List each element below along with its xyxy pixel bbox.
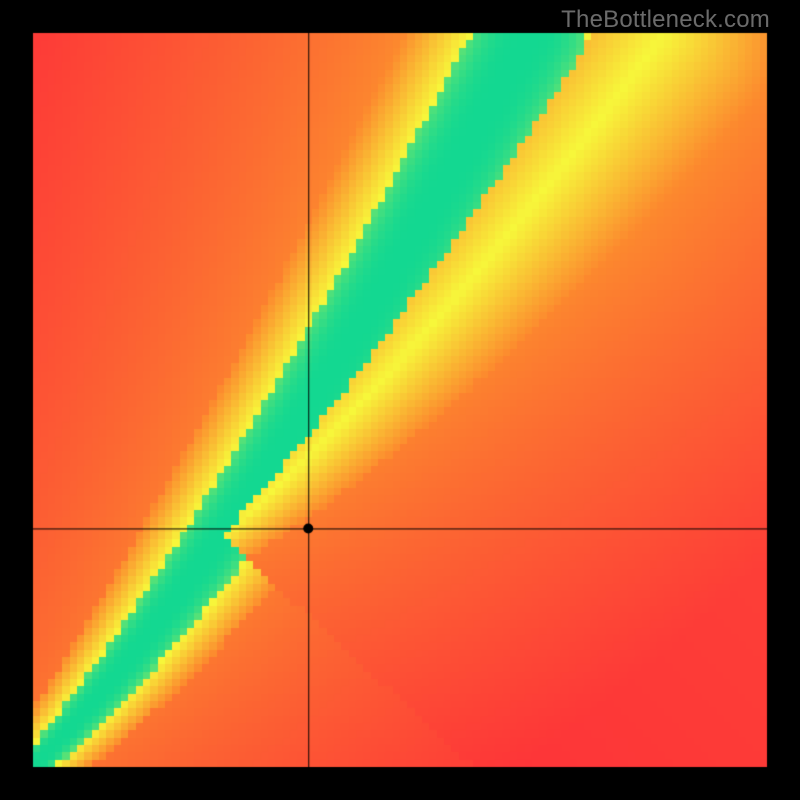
heatmap-canvas	[0, 0, 800, 800]
watermark-text: TheBottleneck.com	[561, 6, 770, 34]
chart-container: TheBottleneck.com	[0, 0, 800, 800]
